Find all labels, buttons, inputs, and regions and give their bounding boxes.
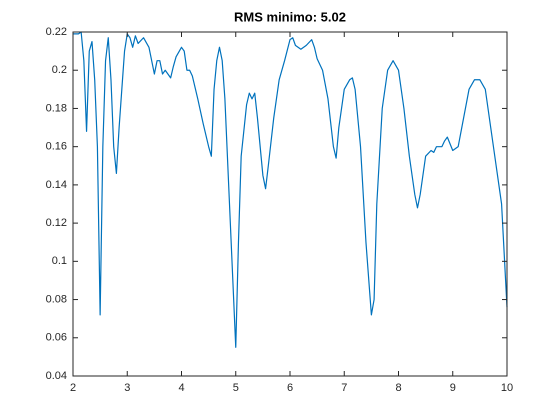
y-tick-label: 0.22 [46, 26, 67, 38]
x-tick-label: 9 [450, 382, 456, 394]
y-tick-label: 0.06 [46, 332, 67, 344]
x-tick-label: 5 [233, 382, 239, 394]
y-tick-label: 0.04 [46, 370, 67, 382]
y-tick-label: 0.08 [46, 293, 67, 305]
y-tick-label: 0.18 [46, 102, 67, 114]
x-tick-label: 3 [124, 382, 130, 394]
x-tick-label: 8 [395, 382, 401, 394]
x-tick-label: 4 [178, 382, 184, 394]
x-tick-label: 6 [287, 382, 293, 394]
axes-box [72, 31, 508, 377]
plot-area [73, 32, 507, 376]
y-tick-label: 0.12 [46, 217, 67, 229]
data-line [73, 31, 508, 348]
chart-title: RMS minimo: 5.02 [234, 9, 346, 24]
x-tick-label: 7 [341, 382, 347, 394]
y-tick-label: 0.16 [46, 141, 67, 153]
y-tick-label: 0.1 [52, 255, 67, 267]
y-tick-label: 0.14 [46, 179, 67, 191]
x-tick-label: 10 [501, 382, 513, 394]
y-tick-label: 0.2 [52, 64, 67, 76]
x-tick-label: 2 [70, 382, 76, 394]
